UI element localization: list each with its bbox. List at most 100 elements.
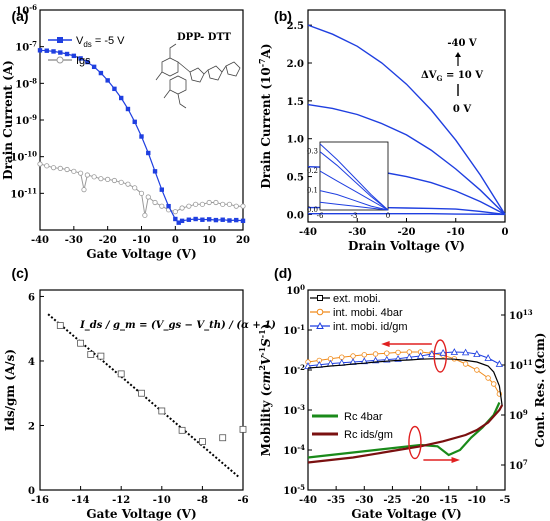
panel-a-vds-point (64, 51, 70, 57)
panel-a-igs-point (98, 176, 104, 182)
panel-a-legend-marker-vds (57, 37, 63, 43)
panel-c-ytick-label: 6 (28, 292, 35, 303)
panel-d-int4bar-point (462, 361, 469, 367)
panel-d-xtick-label: -5 (499, 495, 510, 506)
panel-b-ytick-label: 0.0 (287, 210, 304, 221)
panel-a-vds-point (240, 218, 246, 224)
panel-a-igs-point (111, 177, 118, 184)
panel-a-igs-point (125, 181, 131, 187)
panel-a-vds-point (186, 217, 192, 222)
panel-a-ytick-label: 10-9 (15, 113, 37, 127)
panel-a-xtick-label: 10 (202, 235, 216, 246)
panel-d-ellipse-mobility (433, 339, 447, 373)
panel-b-ytick-label: 2.0 (287, 59, 304, 70)
panel-b-ytick-label: 1.0 (287, 135, 304, 146)
panel-d-int4bar-point (485, 375, 491, 381)
panel-d-xlabel: Gate Voltage (V) (351, 507, 461, 521)
panel-a-xtick-label: -40 (31, 235, 49, 246)
molecule-ring (169, 75, 187, 95)
panel-a-legend-marker-igs (56, 56, 64, 64)
panel-b-xtick-label: -10 (447, 227, 465, 238)
molecule-ring (207, 65, 223, 81)
panel-a-vds-point (176, 220, 181, 225)
panel-a-vds-point (71, 53, 77, 59)
panel-a-igs-point (37, 161, 43, 167)
panel-a-xtick-label: -10 (132, 235, 150, 246)
panel-a-legend-vds: Vds = -5 V (76, 35, 125, 49)
panel-a-vds-point (119, 95, 124, 101)
panel-a-vds-point (146, 150, 151, 156)
panel-a-igs-point (152, 199, 158, 206)
panel-b-inset-ytick-label: 0.3 (307, 148, 318, 156)
panel-a-xlabel: Gate Voltage (V) (86, 247, 196, 261)
panel-b-xtick-label: -40 (299, 227, 317, 238)
panel-b-inset-curve (319, 190, 389, 211)
panel-d-ytick-label: 10-2 (283, 363, 305, 377)
panel-a-igs-point (138, 190, 145, 196)
panel-a-igs-point (132, 185, 138, 191)
panel-a-igs-point (206, 199, 212, 206)
panel-d-y2label: Cont. Res. (Ωcm) (533, 333, 547, 448)
panel-d-legend-marker-4bar (316, 308, 324, 316)
panel-d-intidgm-line (307, 351, 500, 367)
panel-a-vds-point (234, 217, 239, 223)
panel-b-inset-ytick-label: 0.0 (307, 206, 318, 214)
panel-b-inset-curve (319, 143, 389, 211)
panel-b-inset-curve (319, 170, 389, 211)
panel-b-xtick-label: -20 (397, 227, 415, 238)
panel-a-ytick-label: 10-7 (15, 40, 37, 54)
panel-c-point (138, 389, 145, 397)
panel-a-igs-line (39, 163, 243, 216)
panel-b-annot-top: -40 V (447, 38, 477, 49)
panel-d-ytick-label: 10-4 (283, 443, 305, 457)
panel-c-xtick-label: -14 (72, 495, 90, 506)
panel-d-frame (307, 289, 506, 491)
molecule-bonds (155, 43, 227, 109)
panel-d-intidgm-point (495, 360, 504, 367)
panel-a-vds-point (179, 218, 185, 224)
panel-b-ytick-label: 2.5 (287, 21, 304, 32)
panel-b-curve (308, 213, 506, 216)
panel-a-vds-point (159, 187, 164, 192)
panel-a-vds-point (152, 169, 158, 174)
panel-a-vds-point (78, 56, 83, 61)
panel-a-xtick-label: 0 (172, 235, 179, 246)
panel-d-arrowhead-left-icon (381, 341, 390, 347)
panel-a-igs-point (71, 168, 77, 174)
panel-a-ytick-label: 10-6 (15, 3, 37, 17)
panel-c-xlabel: Gate Voltage (V) (86, 507, 196, 521)
panel-d-ytick-label: 10-1 (283, 323, 305, 337)
panel-a-igs-point (220, 201, 226, 207)
panel-c-point (219, 434, 227, 442)
panel-a-igs-point (64, 166, 70, 173)
panel-a-frame (39, 9, 244, 231)
panel-a-vds-point (105, 78, 110, 83)
panel-b-inset-curve (319, 151, 389, 211)
panel-a-igs-point (240, 203, 246, 209)
panel-a-ytick-label: 10-11 (10, 186, 37, 200)
panel-b-inset-frame (319, 141, 389, 211)
molecule-ring (189, 67, 205, 83)
panel-a-vds-point (173, 216, 178, 222)
panel-d-intidgm-point (461, 348, 470, 356)
panel-a: (a) -40 -30 -20 -10 0 10 20 10-11 10-10 10-9 10-8 10… (1, 3, 250, 261)
panel-a-igs-point (84, 172, 90, 178)
panel-d-int4bar-point (474, 367, 480, 373)
panel-d-rcidsgm-line (307, 404, 504, 464)
panel-b-xlabel: Drain Voltage (V) (348, 239, 465, 253)
panel-d-int4bar-point (384, 350, 390, 356)
panel-d-int4bar-point (361, 352, 367, 358)
panel-d-intidgm-point (450, 348, 459, 355)
panel-b: (b)-40 -30 -20 -10 00.00.51.01.52.02.5Drain … (257, 8, 509, 253)
panel-a-igs-point (50, 165, 57, 171)
panel-a-igs-point (193, 201, 199, 207)
panel-d-legend-item: int. mobi. id/gm (333, 321, 408, 333)
panel-d-int4bar-point (395, 349, 401, 356)
panel-b-curve (307, 24, 506, 215)
panel-a-igs-point (186, 203, 192, 209)
panel-d-ytick-label: 10-5 (283, 483, 305, 497)
panel-d-y2tick-label: 1013 (509, 308, 533, 322)
panel-d-ytick-label: 10-3 (283, 403, 305, 417)
panel-a-igs-point (44, 163, 50, 169)
